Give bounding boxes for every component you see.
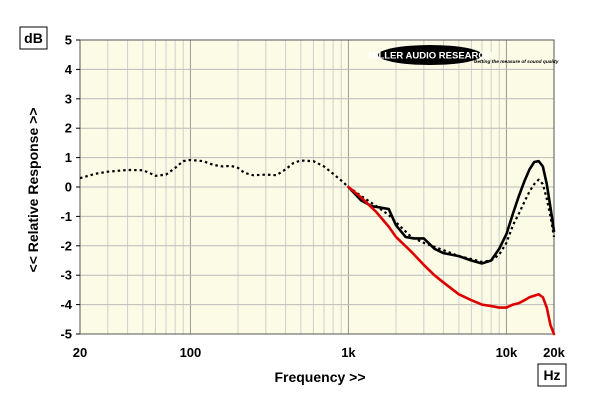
series-line-1-dotted (79, 158, 556, 264)
x-tick-labels: 20 100 1k 10k 20k (73, 345, 566, 360)
x-tick-label: 20k (543, 345, 565, 360)
y-tick-label: -4 (60, 297, 72, 312)
x-unit-box (537, 363, 567, 387)
x-tick-label: 10k (496, 345, 518, 360)
y-tick-label: -2 (60, 238, 72, 253)
y-tick-label: 4 (65, 62, 73, 77)
logo-ellipse (378, 45, 482, 65)
x-axis-title: Frequency >> (274, 369, 365, 385)
y-tick-label: 1 (65, 150, 72, 165)
y-tick-label: 0 (65, 180, 72, 195)
y-tick-label: 2 (65, 121, 72, 136)
y-tick-label: -3 (60, 268, 72, 283)
x-tick-label: 100 (180, 345, 202, 360)
miller-audio-research-logo: MILLER AUDIO RESEARCH Getting the measur… (368, 45, 559, 65)
y-tick-label: 5 (65, 33, 72, 48)
y-tick-labels: 5 4 3 2 1 0 -1 -2 -3 -4 -5 (60, 33, 80, 342)
series-layer (79, 158, 556, 336)
y-tick-label: -1 (60, 209, 72, 224)
y-unit-label: dB (24, 30, 43, 46)
series-line-3-solid (347, 185, 556, 336)
grid (79, 39, 555, 335)
y-tick-label: 3 (65, 91, 72, 106)
logo-tagline: Getting the measure of sound quality (474, 59, 559, 65)
x-tick-label: 20 (73, 345, 87, 360)
y-tick-label: -5 (60, 327, 72, 342)
x-unit-label: Hz (543, 367, 560, 383)
y-unit-box (19, 26, 48, 50)
logo-name: MILLER AUDIO RESEARCH (368, 51, 492, 62)
y-axis-title: << Relative Response >> (25, 108, 41, 273)
series-line-2-solid (347, 159, 556, 265)
x-tick-label: 1k (341, 345, 356, 360)
